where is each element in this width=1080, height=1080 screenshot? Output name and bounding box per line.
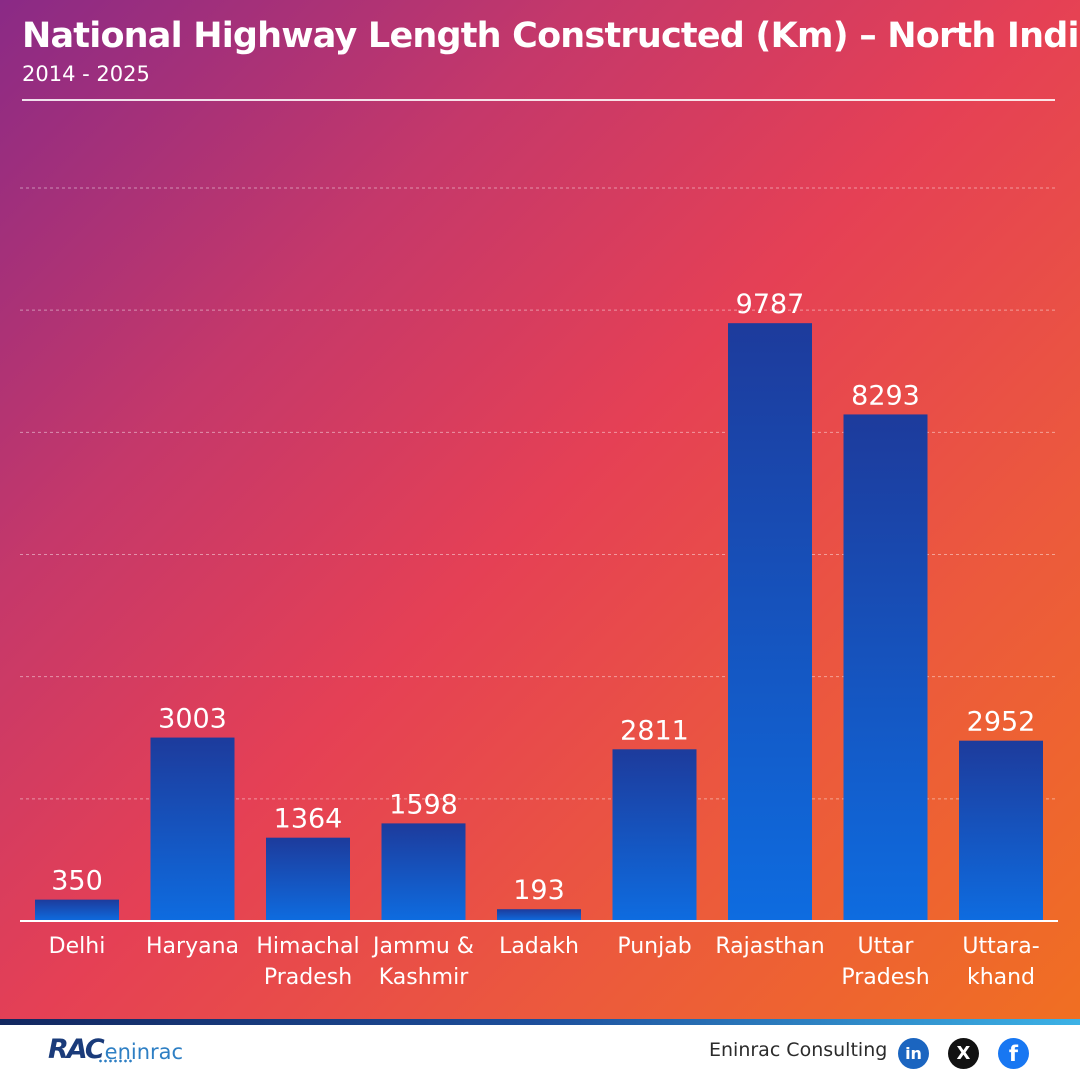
- data-label: 8293: [851, 380, 920, 411]
- header-divider: [22, 99, 1055, 101]
- x-tick-labels: Delhi Haryana Himachal Pradesh Jammu & Kashmi…: [49, 934, 1040, 990]
- footer-accent-bar: [0, 1019, 1080, 1025]
- bar: [843, 414, 928, 921]
- x-tick-label: Haryana: [146, 934, 239, 959]
- x-tick-label: Jammu &: [371, 934, 474, 959]
- logo-dots-decoration: [98, 1059, 134, 1063]
- x-tick-label: Delhi: [49, 934, 106, 959]
- chart-title: National Highway Length Constructed (Km)…: [22, 16, 1080, 56]
- data-labels: 350 3003 1364 1598 193 2811 9787 8293 2952: [51, 289, 1035, 906]
- company-name: Eninrac Consulting: [709, 1039, 888, 1061]
- bar: [35, 899, 119, 921]
- x-icon[interactable]: X: [948, 1038, 979, 1069]
- data-label: 193: [513, 875, 565, 906]
- x-tick-label: Kashmir: [379, 965, 469, 990]
- data-label: 9787: [736, 289, 805, 320]
- eninrac-logo[interactable]: RAC eninrac: [48, 1035, 183, 1065]
- data-label: 3003: [158, 704, 227, 735]
- x-tick-label: Punjab: [617, 934, 691, 959]
- data-label: 1598: [389, 789, 458, 820]
- bar: [497, 909, 581, 921]
- data-label: 2811: [620, 715, 689, 746]
- linkedin-glyph: in: [905, 1044, 922, 1063]
- x-glyph: X: [956, 1043, 971, 1064]
- x-tick-label: Himachal: [256, 934, 359, 959]
- x-tick-label: Uttara-: [962, 934, 1039, 959]
- bar: [612, 749, 697, 921]
- bar: [381, 823, 466, 921]
- x-tick-label: Rajasthan: [715, 934, 824, 959]
- bar: [150, 737, 235, 921]
- x-tick-label: Ladakh: [499, 934, 579, 959]
- x-tick-label: Pradesh: [264, 965, 352, 990]
- bar: [266, 837, 350, 921]
- x-tick-label: Pradesh: [841, 965, 929, 990]
- data-label: 1364: [274, 804, 343, 835]
- bar-chart: 350 3003 1364 1598 193 2811 9787 8293 2952 Delhi…: [35, 289, 1043, 990]
- data-label: 350: [51, 866, 103, 897]
- bars: [35, 323, 1043, 921]
- linkedin-icon[interactable]: in: [898, 1038, 929, 1069]
- bar: [728, 323, 812, 921]
- x-tick-label: Uttar: [858, 934, 915, 959]
- facebook-icon[interactable]: f: [998, 1038, 1029, 1069]
- bar: [959, 740, 1043, 921]
- x-tick-label: khand: [967, 965, 1035, 990]
- data-label: 2952: [967, 707, 1036, 738]
- logo-mark: RAC: [48, 1034, 105, 1065]
- chart-subtitle: 2014 - 2025: [22, 62, 150, 86]
- facebook-glyph: f: [1008, 1041, 1019, 1066]
- footer: RAC eninrac Eninrac Consulting in X f: [0, 1025, 1080, 1080]
